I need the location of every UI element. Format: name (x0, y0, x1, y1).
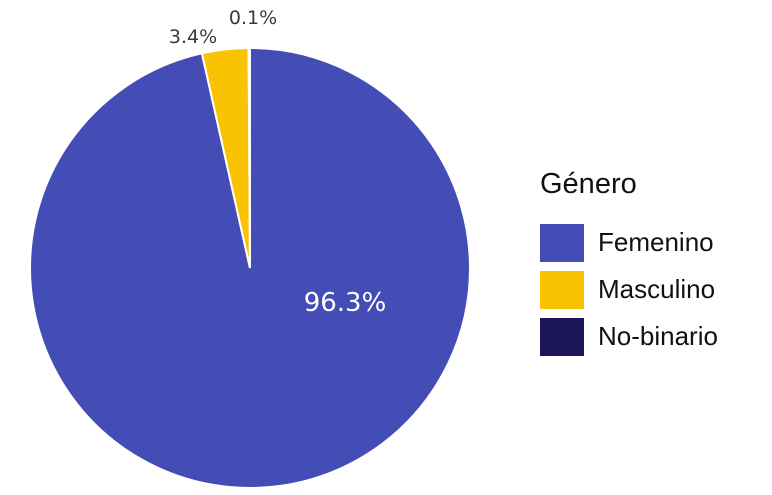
slice-label-femenino: 96.3% (304, 288, 387, 318)
legend-item-masculino: Masculino (540, 266, 718, 313)
legend-swatch-femenino (540, 223, 584, 262)
legend-swatch-masculino (540, 270, 584, 309)
legend-label-masculino: Masculino (598, 274, 716, 304)
legend-item-no-binario: No-binario (540, 313, 718, 360)
slice-label-masculino: 3.4% (169, 26, 217, 48)
legend-title: Género (540, 168, 637, 200)
slice-label-no-binario: 0.1% (229, 7, 277, 29)
legend-swatch-no-binario (540, 317, 584, 356)
legend-label-femenino: Femenino (598, 227, 714, 257)
legend-label-no-binario: No-binario (598, 321, 718, 351)
legend-item-femenino: Femenino (540, 219, 718, 266)
pie-slice-no-binario (247, 46, 251, 269)
legend: Género Femenino Masculino No-binario (540, 168, 718, 360)
